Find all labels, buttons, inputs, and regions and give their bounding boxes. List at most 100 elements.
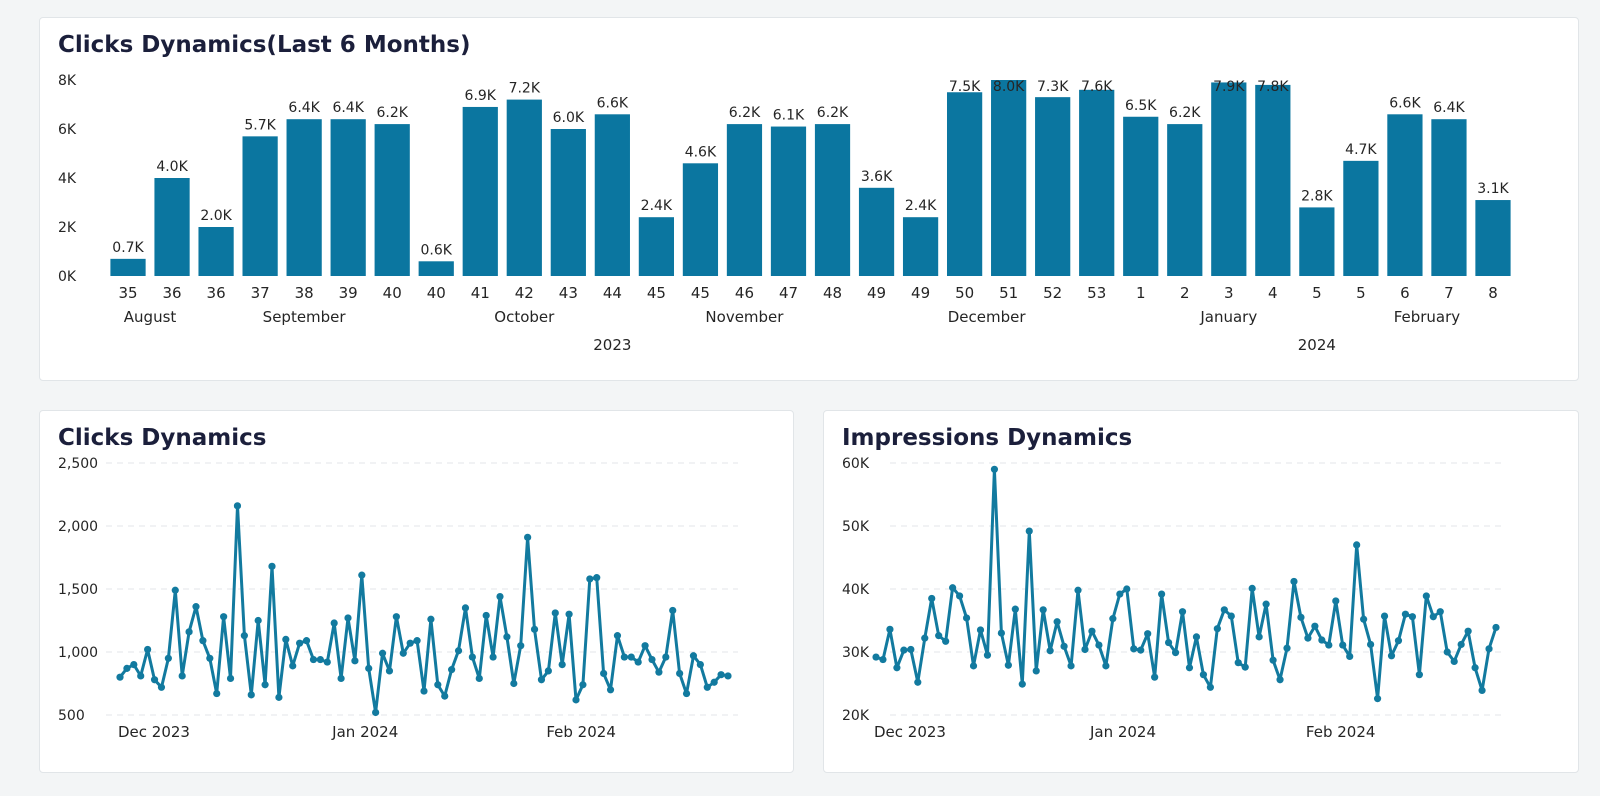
month-label: October	[494, 308, 555, 326]
data-point	[703, 683, 711, 691]
data-point	[517, 642, 525, 650]
clicks-bar-chart[interactable]: 0K2K4K6K8K0.7K354.0K362.0K365.7K376.4K38…	[40, 18, 1579, 381]
data-point	[983, 651, 992, 659]
data-point	[1436, 608, 1444, 616]
data-point	[365, 664, 373, 672]
impressions-dynamics-card: Impressions Dynamics 20K 30K 40K 50K 60K Dec …	[823, 410, 1579, 773]
data-label: 7.9K	[1213, 79, 1245, 95]
x-tick-label: Dec 2023	[118, 723, 190, 741]
data-point	[717, 671, 725, 679]
data-label: 3.1K	[1477, 181, 1509, 197]
data-point	[1095, 641, 1103, 649]
data-point	[1199, 671, 1208, 679]
x-tick-label: 44	[603, 284, 622, 302]
data-point	[1255, 633, 1263, 641]
data-point	[1137, 646, 1145, 654]
data-point	[192, 603, 200, 611]
y-tick-label: 6K	[58, 122, 77, 138]
data-point	[558, 661, 566, 669]
data-point	[1234, 659, 1242, 667]
data-point	[935, 632, 943, 640]
data-point	[323, 658, 331, 666]
bar	[1079, 89, 1115, 276]
clicks-line-chart[interactable]: 500 1,000 1,500 2,000 2,500 Dec 2023 Jan 2024 F…	[40, 411, 794, 773]
data-point	[1220, 606, 1228, 614]
data-label: 4.7K	[1345, 142, 1377, 158]
data-point	[627, 653, 635, 661]
x-tick-label: 49	[911, 284, 930, 302]
data-point	[1485, 645, 1493, 653]
data-point	[1304, 634, 1312, 642]
data-point	[261, 681, 269, 689]
data-point	[1206, 683, 1214, 691]
impressions-line-chart[interactable]: 20K 30K 40K 50K 60K Dec 2023 Jan 2024 Feb 2024	[824, 411, 1579, 773]
data-point	[233, 502, 242, 510]
data-point	[600, 669, 608, 678]
bar	[286, 119, 322, 276]
month-label: November	[705, 308, 784, 326]
data-point	[620, 653, 628, 661]
data-point	[1185, 664, 1194, 672]
x-tick-label: 43	[559, 284, 578, 302]
data-point	[962, 614, 971, 622]
x-tick-label: 36	[163, 284, 182, 302]
card-title: Impressions Dynamics	[842, 425, 1133, 451]
data-point	[1401, 610, 1410, 618]
bar	[1475, 200, 1511, 276]
data-point	[1422, 592, 1430, 600]
data-label: 8.0K	[993, 79, 1025, 95]
data-point	[1074, 586, 1082, 594]
data-point	[399, 649, 407, 657]
data-point	[296, 639, 304, 647]
x-tick-label: 48	[823, 284, 842, 302]
data-point	[893, 664, 901, 672]
data-point	[1151, 673, 1159, 681]
bar	[638, 217, 675, 276]
y-tick-label: 4K	[58, 171, 77, 187]
month-label: August	[124, 308, 177, 326]
data-point	[144, 645, 152, 654]
data-point	[1353, 541, 1361, 549]
data-point	[949, 584, 957, 592]
x-tick-label: Feb 2024	[546, 723, 616, 741]
x-tick-label: 39	[339, 284, 358, 302]
data-point	[510, 679, 518, 688]
data-point	[213, 689, 221, 698]
data-label: 6.1K	[773, 108, 805, 124]
y-tick-label: 2,500	[58, 456, 98, 472]
data-point	[1081, 645, 1089, 654]
x-tick-label: 51	[999, 284, 1018, 302]
bar	[902, 217, 939, 276]
data-point	[544, 667, 552, 675]
data-point	[282, 635, 290, 643]
data-point	[454, 647, 463, 655]
bar	[726, 124, 763, 276]
y-tick-label: 1,000	[58, 645, 98, 661]
data-label: 6.6K	[597, 95, 629, 111]
x-tick-label: Jan 2024	[331, 723, 398, 741]
data-label: 6.9K	[465, 88, 497, 104]
data-label: 6.2K	[376, 105, 408, 121]
data-point	[226, 674, 235, 683]
series-line	[118, 504, 729, 714]
data-point	[1318, 636, 1326, 644]
year-label: 2023	[593, 336, 631, 354]
data-point	[1039, 606, 1047, 614]
bar	[506, 99, 542, 276]
x-tick-label: 50	[955, 284, 974, 302]
x-tick-label: 45	[647, 284, 666, 302]
data-point	[1213, 625, 1221, 633]
y-tick-label: 0K	[58, 269, 77, 285]
data-point	[1373, 695, 1382, 703]
data-point	[1478, 686, 1486, 695]
data-point	[676, 669, 684, 678]
x-tick-label: 35	[118, 284, 137, 302]
data-point	[1241, 663, 1249, 671]
data-label: 6.5K	[1125, 98, 1157, 114]
data-point	[164, 654, 172, 662]
x-tick-label: 38	[295, 284, 314, 302]
data-point	[976, 626, 985, 634]
x-tick-label: 7	[1444, 284, 1454, 302]
data-point	[1088, 627, 1096, 635]
bar	[374, 124, 410, 276]
